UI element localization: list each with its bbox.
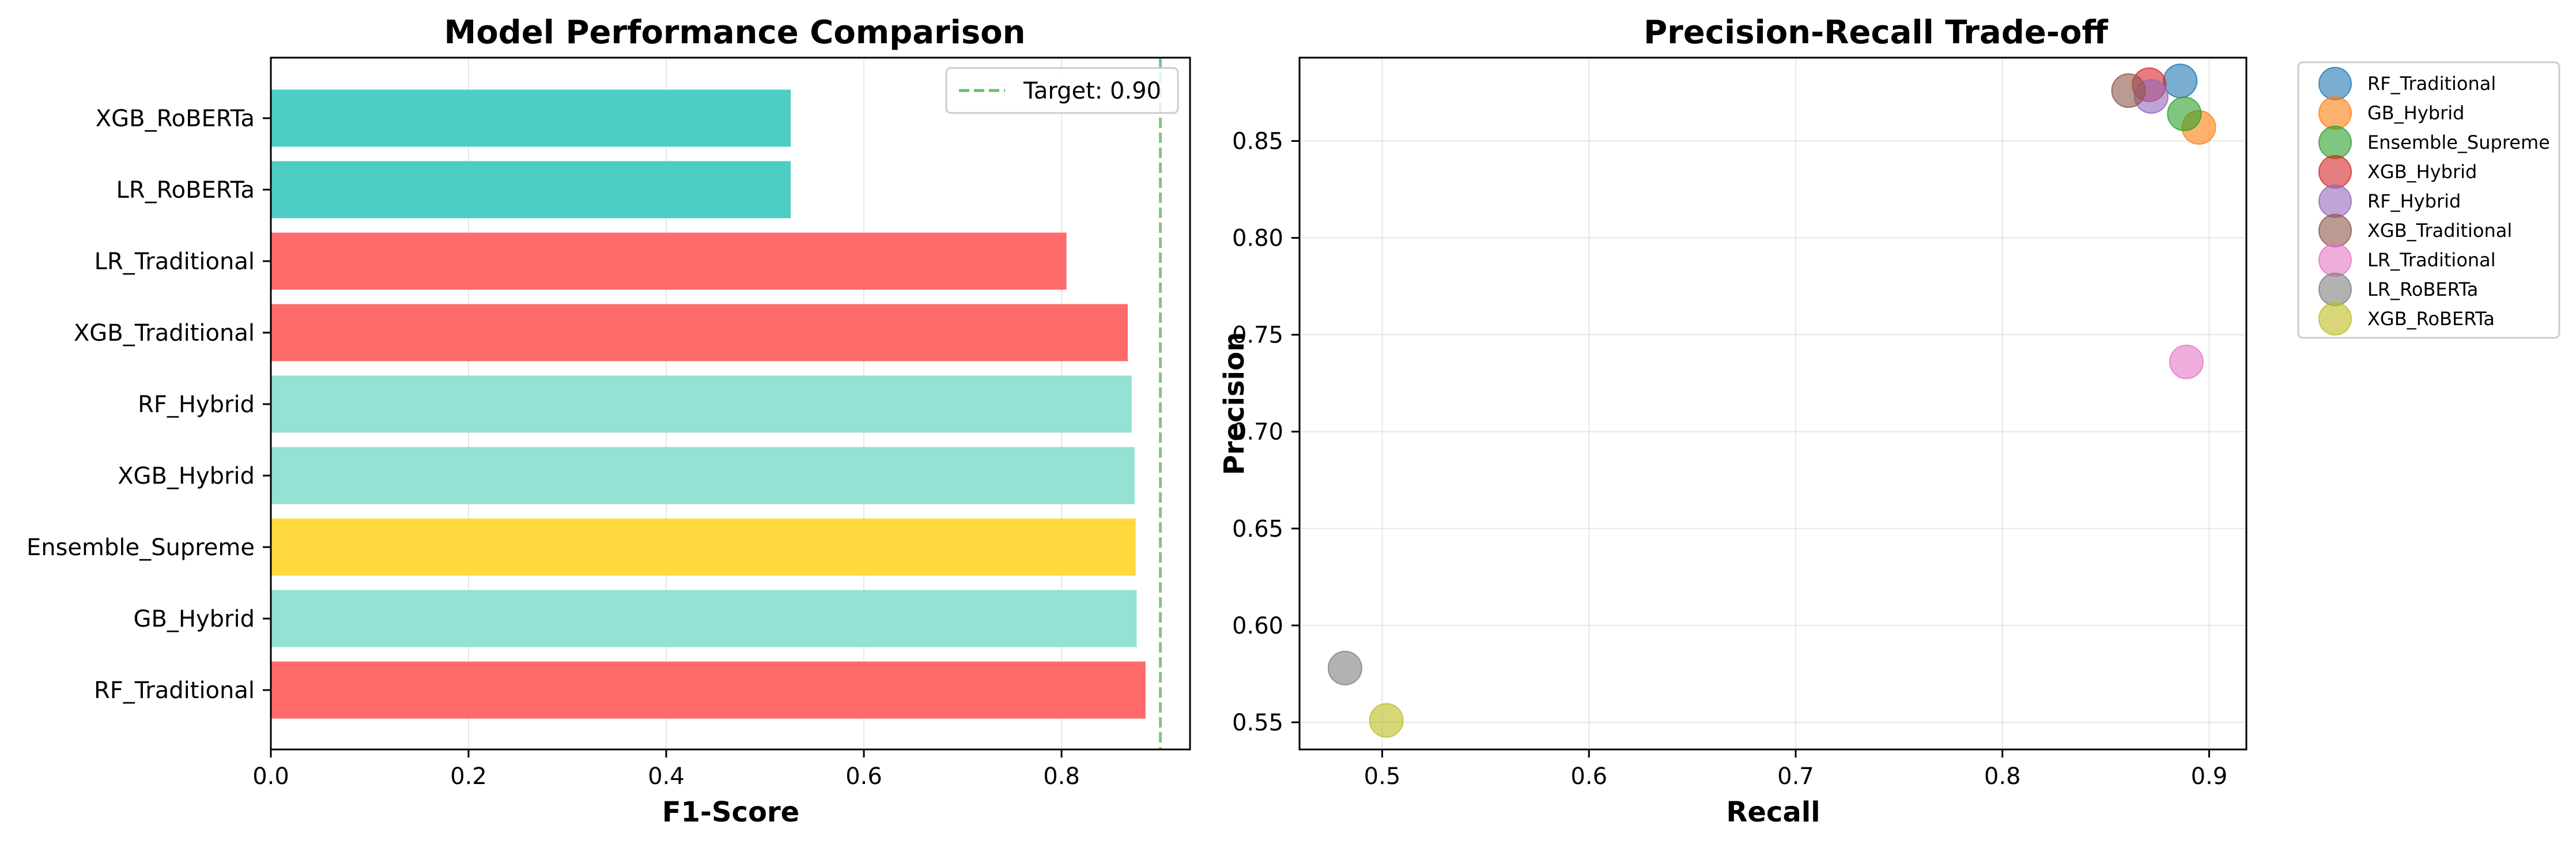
scatter-x-tick-label: 0.8: [1984, 763, 2021, 790]
scatter-point-lr-roberta: [1327, 650, 1362, 685]
scatter-legend-label: XGB_Hybrid: [2367, 161, 2477, 183]
scatter-point-lr-traditional: [2169, 344, 2204, 379]
scatter-legend-label: GB_Hybrid: [2367, 102, 2464, 124]
bar-lr-roberta: [271, 161, 791, 218]
bar-xgb-roberta: [271, 89, 791, 147]
scatter-legend-label: LR_RoBERTa: [2367, 278, 2478, 300]
bar-xgb-traditional: [271, 304, 1128, 361]
scatter-chart-gridlines: [1300, 58, 2246, 749]
bar-chart-x-ticks: 0.0 0.2 0.4 0.6 0.8: [252, 749, 1080, 790]
bar-category-label: XGB_RoBERTa: [96, 106, 255, 132]
scatter-legend-items: RF_Traditional GB_Hybrid Ensemble_Supreme X…: [2318, 67, 2550, 336]
scatter-y-tick-label: 0.75: [1232, 322, 1283, 349]
bar-x-tick-label: 0.4: [648, 763, 685, 790]
scatter-legend-marker: [2318, 273, 2352, 306]
bar-category-label: Ensemble_Supreme: [27, 534, 255, 561]
scatter-chart-x-axis-label: Recall: [1726, 796, 1820, 828]
bar-x-tick-label: 0.0: [252, 763, 289, 790]
scatter-legend-label: RF_Hybrid: [2367, 190, 2461, 212]
bar-chart-y-ticks: RF_Traditional GB_Hybrid Ensemble_Supreme X…: [27, 106, 271, 704]
scatter-chart-y-axis-label: Precision: [1218, 332, 1251, 475]
scatter-chart-y-ticks: 0.55 0.60 0.65 0.70 0.75 0.80 0.85: [1232, 129, 1300, 736]
scatter-legend-marker: [2318, 126, 2352, 159]
scatter-y-tick-label: 0.70: [1232, 419, 1283, 446]
scatter-x-tick-label: 0.5: [1364, 763, 1401, 790]
scatter-legend-label: LR_Traditional: [2367, 249, 2496, 271]
bar-category-label: XGB_Traditional: [74, 320, 255, 346]
scatter-chart-points: [1327, 63, 2216, 738]
scatter-point-rf-traditional: [2163, 63, 2198, 99]
scatter-plot-panel: Precision-Recall Trade-off 0.5 0.6 0.7 0.8 0…: [1218, 14, 2560, 828]
scatter-chart-legend: RF_Traditional GB_Hybrid Ensemble_Supreme X…: [2297, 61, 2560, 339]
scatter-legend-marker: [2318, 302, 2352, 336]
scatter-y-tick-label: 0.60: [1232, 613, 1283, 639]
scatter-point-xgb-roberta: [1369, 703, 1404, 738]
target-legend-label: Target: 0.90: [1023, 78, 1161, 104]
scatter-x-tick-label: 0.9: [2191, 763, 2228, 790]
scatter-point-xgb-traditional: [2111, 73, 2146, 108]
scatter-x-tick-label: 0.7: [1777, 763, 1814, 790]
bar-x-tick-label: 0.6: [845, 763, 882, 790]
scatter-legend-marker: [2318, 184, 2352, 218]
scatter-chart-axes-frame: [1298, 56, 2248, 751]
scatter-y-tick-label: 0.65: [1232, 516, 1283, 542]
scatter-x-tick-label: 0.6: [1570, 763, 1607, 790]
bar-chart-bars: [271, 89, 1146, 719]
bar-xgb-hybrid: [271, 447, 1135, 504]
bar-category-label: XGB_Hybrid: [118, 463, 255, 489]
bar-x-tick-label: 0.8: [1043, 763, 1080, 790]
scatter-legend-frame: [2297, 61, 2560, 339]
scatter-y-tick-label: 0.55: [1232, 710, 1283, 736]
scatter-legend-label: XGB_Traditional: [2367, 220, 2512, 242]
scatter-chart-title: Precision-Recall Trade-off: [1644, 14, 2108, 51]
scatter-legend-marker: [2318, 96, 2352, 130]
bar-chart-x-axis-label: F1-Score: [662, 796, 799, 828]
bar-ensemble-supreme: [271, 518, 1136, 576]
bar-category-label: LR_Traditional: [95, 248, 255, 275]
bar-category-label: RF_Hybrid: [138, 391, 255, 418]
bar-rf-traditional: [271, 661, 1146, 719]
scatter-legend-label: XGB_RoBERTa: [2367, 308, 2495, 330]
bar-legend-frame: [945, 67, 1179, 114]
scatter-chart-x-ticks: 0.5 0.6 0.7 0.8 0.9: [1364, 749, 2228, 790]
bar-chart-title: Model Performance Comparison: [444, 14, 1025, 51]
scatter-point-ensemble-supreme: [2167, 96, 2202, 131]
bar-gb-hybrid: [271, 590, 1137, 647]
bar-x-tick-label: 0.2: [450, 763, 487, 790]
bar-chart-panel: Model Performance Comparison 0.0 0.2 0.4 0.…: [27, 14, 1191, 828]
scatter-legend-label: Ensemble_Supreme: [2367, 131, 2550, 153]
scatter-y-tick-label: 0.85: [1232, 129, 1283, 155]
scatter-legend-marker: [2318, 67, 2352, 100]
scatter-legend-label: RF_Traditional: [2367, 73, 2496, 95]
scatter-y-tick-label: 0.80: [1232, 225, 1283, 252]
bar-chart-legend: Target: 0.90: [945, 67, 1179, 114]
bar-lr-traditional: [271, 232, 1067, 290]
scatter-legend-marker: [2318, 214, 2352, 247]
scatter-legend-marker: [2318, 243, 2352, 277]
bar-category-label: RF_Traditional: [94, 677, 255, 704]
bar-category-label: LR_RoBERTa: [116, 177, 255, 204]
scatter-legend-marker: [2318, 155, 2352, 189]
bar-category-label: GB_Hybrid: [133, 606, 255, 632]
bar-rf-hybrid: [271, 375, 1132, 433]
